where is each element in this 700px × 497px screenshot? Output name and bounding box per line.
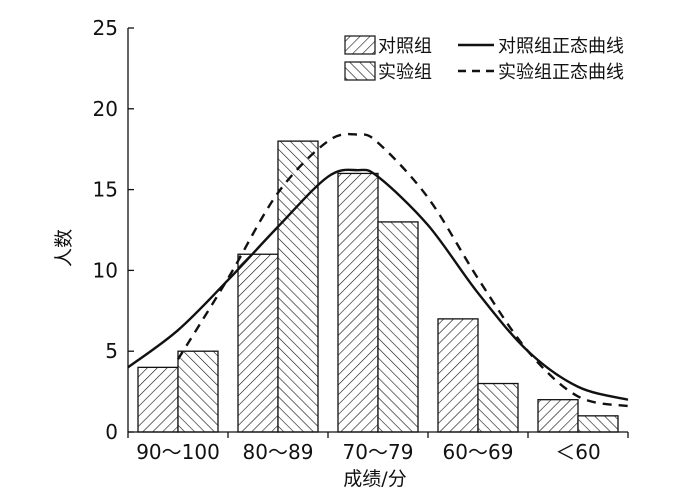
y-tick-label-15: 15 — [93, 178, 118, 202]
bar-experiment-0 — [177, 350, 219, 433]
bars-layer — [137, 140, 619, 433]
bar-experiment-1 — [277, 140, 319, 433]
x-tick-label-4: ＜60 — [555, 440, 600, 464]
legend-swatch-experiment — [344, 61, 376, 81]
y-tick-label-5: 5 — [105, 339, 118, 363]
x-tick-label-2: 70～79 — [343, 440, 414, 464]
legend: 对照组 对照组正态曲线 实验组 实验组正态曲线 — [344, 35, 624, 83]
bar-control-4 — [537, 399, 579, 433]
x-tick-label-1: 80～89 — [243, 440, 314, 464]
legend-label-control: 对照组 — [378, 36, 432, 57]
bar-control-2 — [337, 172, 379, 433]
x-tick-label-3: 60～69 — [443, 440, 514, 464]
legend-label-experiment-curve: 实验组正态曲线 — [498, 62, 624, 83]
y-tick-label-10: 10 — [93, 258, 118, 282]
legend-label-experiment: 实验组 — [378, 62, 432, 83]
bar-experiment-4 — [577, 415, 619, 433]
bar-control-0 — [137, 366, 179, 433]
y-tick-label-20: 20 — [93, 97, 118, 121]
bar-experiment-3 — [477, 382, 519, 433]
bar-control-3 — [437, 318, 479, 433]
x-tick-label-0: 90～100 — [136, 440, 220, 464]
y-axis-title: 人数 — [53, 229, 75, 267]
legend-label-control-curve: 对照组正态曲线 — [498, 36, 624, 57]
bar-control-1 — [237, 253, 279, 433]
curve-experiment — [176, 132, 629, 408]
axes-layer: 0 5 10 15 20 25 90～100 80～89 70～79 60～69 ＜60 — [93, 16, 629, 464]
bar-experiment-2 — [377, 221, 419, 433]
y-tick-label-0: 0 — [105, 420, 118, 444]
y-tick-label-25: 25 — [93, 16, 118, 40]
x-axis-title: 成绩/分 — [343, 468, 406, 490]
curves-layer — [127, 132, 629, 408]
legend-swatch-control — [344, 35, 376, 55]
